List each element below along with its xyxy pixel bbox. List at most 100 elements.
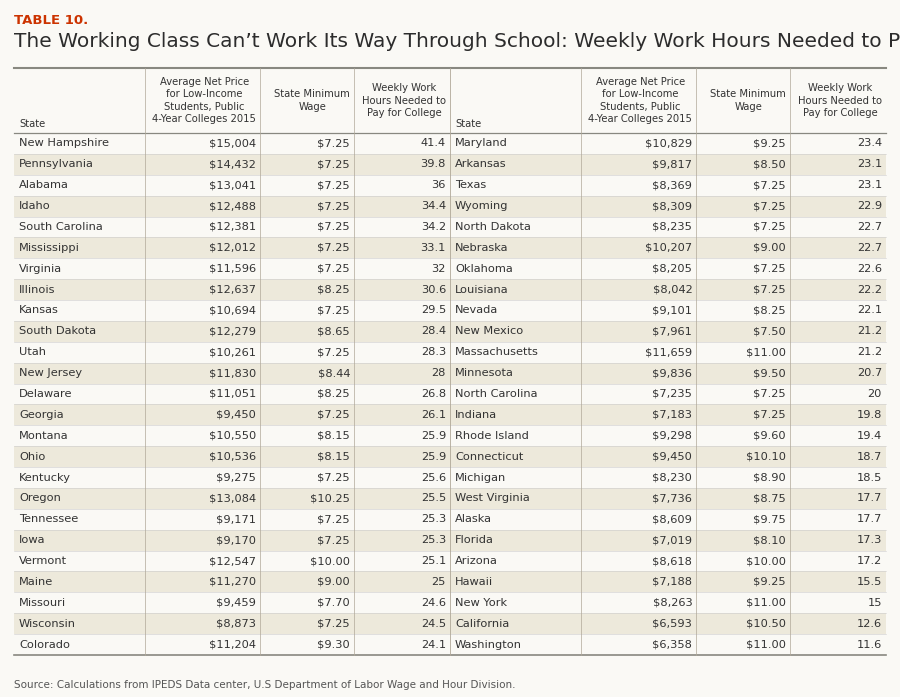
- Text: $8,042: $8,042: [652, 284, 692, 295]
- Text: $7.25: $7.25: [753, 201, 786, 211]
- Bar: [14, 404, 886, 425]
- Text: $9,298: $9,298: [652, 431, 692, 441]
- Text: 17.3: 17.3: [857, 535, 882, 545]
- Text: $10,536: $10,536: [209, 452, 256, 461]
- Text: Michigan: Michigan: [455, 473, 506, 482]
- Text: 23.1: 23.1: [857, 181, 882, 190]
- Text: South Dakota: South Dakota: [19, 326, 96, 337]
- Text: $10.00: $10.00: [746, 556, 786, 566]
- Text: State Minimum
Wage: State Minimum Wage: [710, 89, 786, 112]
- Text: $9.75: $9.75: [753, 514, 786, 524]
- Text: Average Net Price
for Low-Income
Students, Public
4-Year Colleges 2015: Average Net Price for Low-Income Student…: [589, 77, 692, 124]
- Bar: [14, 68, 886, 133]
- Text: $12,012: $12,012: [210, 243, 256, 253]
- Bar: [14, 300, 886, 321]
- Text: $8,309: $8,309: [652, 201, 692, 211]
- Text: 25.6: 25.6: [421, 473, 446, 482]
- Text: Rhode Island: Rhode Island: [455, 431, 529, 441]
- Text: $8.65: $8.65: [318, 326, 350, 337]
- Text: $13,084: $13,084: [209, 493, 256, 503]
- Text: 19.8: 19.8: [857, 410, 882, 420]
- Text: Pennsylvania: Pennsylvania: [19, 160, 94, 169]
- Text: $7.25: $7.25: [318, 473, 350, 482]
- Text: $12,381: $12,381: [209, 222, 256, 232]
- Text: Nevada: Nevada: [455, 305, 499, 316]
- Text: $8.25: $8.25: [753, 305, 786, 316]
- Text: Kansas: Kansas: [19, 305, 58, 316]
- Text: 34.2: 34.2: [421, 222, 446, 232]
- Text: 17.7: 17.7: [857, 514, 882, 524]
- Text: $7.25: $7.25: [753, 222, 786, 232]
- Bar: [14, 259, 886, 279]
- Text: $7.25: $7.25: [318, 263, 350, 274]
- Text: $6,593: $6,593: [652, 619, 692, 629]
- Text: $9.25: $9.25: [753, 577, 786, 587]
- Text: Wisconsin: Wisconsin: [19, 619, 76, 629]
- Text: Iowa: Iowa: [19, 535, 46, 545]
- Bar: [14, 238, 886, 259]
- Text: North Carolina: North Carolina: [455, 389, 537, 399]
- Text: 11.6: 11.6: [857, 640, 882, 650]
- Text: $7.25: $7.25: [318, 201, 350, 211]
- Text: Arkansas: Arkansas: [455, 160, 507, 169]
- Text: $8.15: $8.15: [318, 452, 350, 461]
- Text: 18.5: 18.5: [857, 473, 882, 482]
- Text: $11.00: $11.00: [746, 598, 786, 608]
- Text: 24.1: 24.1: [421, 640, 446, 650]
- Text: $10.00: $10.00: [310, 556, 350, 566]
- Text: Oregon: Oregon: [19, 493, 61, 503]
- Text: TABLE 10.: TABLE 10.: [14, 14, 88, 27]
- Text: 24.6: 24.6: [421, 598, 446, 608]
- Text: 36: 36: [432, 181, 446, 190]
- Bar: [14, 613, 886, 634]
- Text: $7.25: $7.25: [753, 181, 786, 190]
- Text: $7.25: $7.25: [318, 347, 350, 358]
- Text: $7,736: $7,736: [652, 493, 692, 503]
- Bar: [14, 175, 886, 196]
- Text: Oklahoma: Oklahoma: [455, 263, 513, 274]
- Text: $7.25: $7.25: [318, 222, 350, 232]
- Text: $9,450: $9,450: [652, 452, 692, 461]
- Text: $8.25: $8.25: [318, 284, 350, 295]
- Text: 29.5: 29.5: [421, 305, 446, 316]
- Text: $11,596: $11,596: [209, 263, 256, 274]
- Text: 25: 25: [432, 577, 446, 587]
- Text: 41.4: 41.4: [421, 139, 446, 148]
- Bar: [14, 154, 886, 175]
- Text: Florida: Florida: [455, 535, 494, 545]
- Text: 25.9: 25.9: [421, 431, 446, 441]
- Bar: [14, 572, 886, 592]
- Text: $11.00: $11.00: [746, 347, 786, 358]
- Text: 30.6: 30.6: [421, 284, 446, 295]
- Bar: [14, 446, 886, 467]
- Text: 18.7: 18.7: [857, 452, 882, 461]
- Text: $8,235: $8,235: [652, 222, 692, 232]
- Text: $9,171: $9,171: [216, 514, 256, 524]
- Text: $7.25: $7.25: [318, 619, 350, 629]
- Text: $8,873: $8,873: [216, 619, 256, 629]
- Text: Georgia: Georgia: [19, 410, 64, 420]
- Text: Tennessee: Tennessee: [19, 514, 78, 524]
- Text: $8,369: $8,369: [652, 181, 692, 190]
- Bar: [14, 342, 886, 362]
- Text: New York: New York: [455, 598, 507, 608]
- Text: Arizona: Arizona: [455, 556, 498, 566]
- Text: 23.1: 23.1: [857, 160, 882, 169]
- Text: Average Net Price
for Low-Income
Students, Public
4-Year Colleges 2015: Average Net Price for Low-Income Student…: [152, 77, 256, 124]
- Text: $7.25: $7.25: [318, 160, 350, 169]
- Bar: [14, 551, 886, 572]
- Text: 33.1: 33.1: [420, 243, 446, 253]
- Text: $10.25: $10.25: [310, 493, 350, 503]
- Text: Alaska: Alaska: [455, 514, 492, 524]
- Text: Louisiana: Louisiana: [455, 284, 508, 295]
- Text: 25.5: 25.5: [421, 493, 446, 503]
- Text: New Hampshire: New Hampshire: [19, 139, 109, 148]
- Text: $9.00: $9.00: [318, 577, 350, 587]
- Text: Hawaii: Hawaii: [455, 577, 493, 587]
- Bar: [14, 133, 886, 154]
- Text: $9,817: $9,817: [652, 160, 692, 169]
- Text: $7.25: $7.25: [318, 535, 350, 545]
- Text: The Working Class Can’t Work Its Way Through School: Weekly Work Hours Needed to: The Working Class Can’t Work Its Way Thr…: [14, 32, 900, 51]
- Text: 28.4: 28.4: [421, 326, 446, 337]
- Text: Montana: Montana: [19, 431, 68, 441]
